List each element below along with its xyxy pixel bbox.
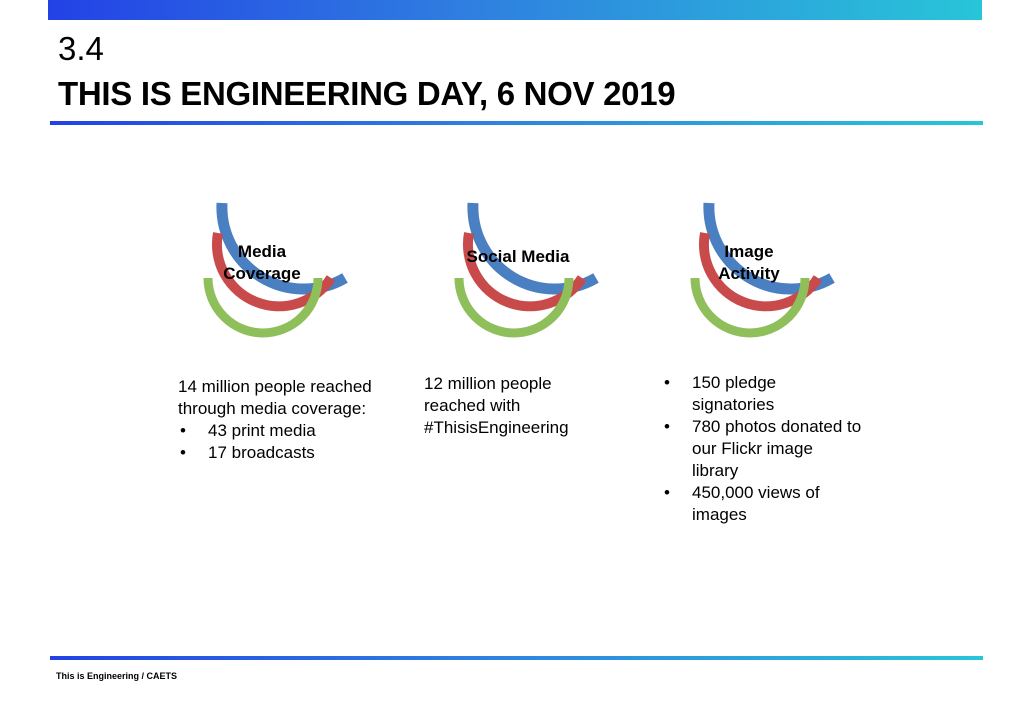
list-item: 150 pledge signatories <box>662 372 862 416</box>
media-coverage-label-line2: Coverage <box>223 264 301 283</box>
social-media-text: 12 million people reached with #ThisisEn… <box>424 373 614 439</box>
social-media-intro-line1: 12 million people <box>424 374 552 393</box>
social-media-label-line1: Social Media <box>466 247 570 266</box>
section-number: 3.4 <box>58 30 104 67</box>
media-coverage-list: 43 print media 17 broadcasts <box>178 420 378 464</box>
media-coverage-label: Media Coverage <box>192 241 332 285</box>
list-item: 43 print media <box>178 420 378 442</box>
media-coverage-text: 14 million people reached through media … <box>178 376 378 464</box>
ring-graphic <box>203 202 348 338</box>
social-media-intro-line2: reached with <box>424 396 521 415</box>
media-coverage-ring <box>173 188 353 368</box>
ring-graphic <box>690 202 835 338</box>
title-divider <box>50 121 983 125</box>
media-coverage-label-line1: Media <box>237 242 287 261</box>
image-activity-list: 150 pledge signatories 780 photos donate… <box>662 372 862 526</box>
image-activity-label: Image Activity <box>679 241 819 285</box>
footer-text: This is Engineering / CAETS <box>56 671 178 681</box>
page-title: THIS IS ENGINEERING DAY, 6 NOV 2019 <box>58 75 676 112</box>
image-activity-label-line2: Activity <box>718 264 780 283</box>
social-media-label: Social Media <box>448 246 588 268</box>
list-item: 780 photos donated to our Flickr image l… <box>662 416 862 482</box>
ring-graphic <box>454 202 599 338</box>
image-activity-ring <box>660 188 840 368</box>
social-media-hashtag: #ThisisEngineering <box>424 418 569 437</box>
top-accent-bar <box>48 0 982 20</box>
media-coverage-intro: 14 million people reached through media … <box>178 377 372 418</box>
social-media-ring <box>424 188 604 368</box>
list-item: 17 broadcasts <box>178 442 378 464</box>
footer-divider <box>50 656 983 660</box>
image-activity-text: 150 pledge signatories 780 photos donate… <box>662 372 862 526</box>
image-activity-label-line1: Image <box>724 242 774 261</box>
list-item: 450,000 views of images <box>662 482 862 526</box>
